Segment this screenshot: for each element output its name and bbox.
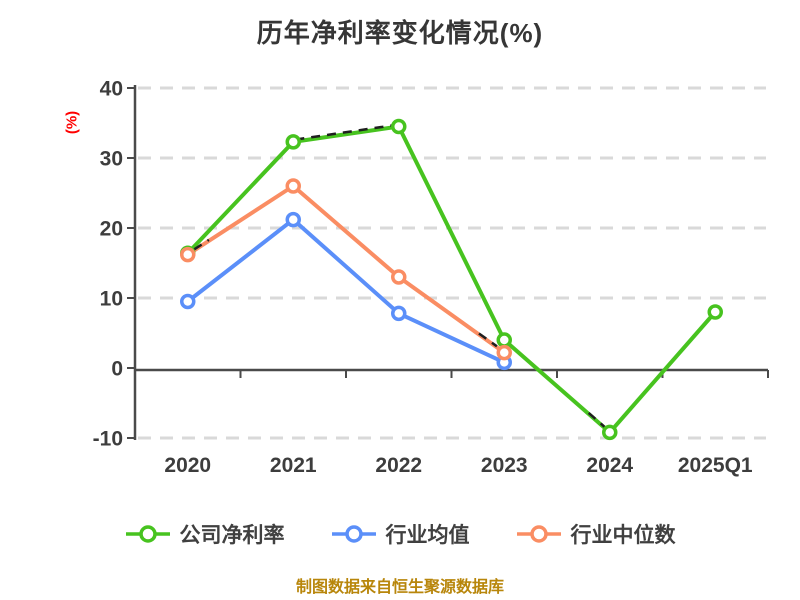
legend-label: 行业中位数 <box>570 524 676 547</box>
y-tick-label: 20 <box>100 218 123 241</box>
data-point[interactable] <box>391 269 407 285</box>
data-point[interactable] <box>285 178 301 194</box>
series-lines <box>185 124 718 435</box>
x-tick-labels: 2020 2021 2022 2023 2024 2025Q1 <box>164 454 753 477</box>
y-tick-label: 40 <box>100 78 123 101</box>
data-point[interactable] <box>180 246 196 263</box>
y-tick-label: 10 <box>100 288 123 311</box>
x-tick-label: 2025Q1 <box>678 454 753 477</box>
legend-label: 公司净利率 <box>179 524 285 547</box>
legend-item-industry-median[interactable]: 行业中位数 <box>516 519 676 549</box>
legend-label: 行业均值 <box>385 524 470 547</box>
data-point[interactable] <box>391 118 407 135</box>
line-marker-icon <box>516 525 561 543</box>
chart-title: 历年净利率变化情况(%) <box>256 18 544 48</box>
plot-area: 40 30 20 10 0 -10 2020 2021 2022 2023 2024 2025Q1 <box>93 78 769 477</box>
x-tick-label: 2024 <box>586 454 633 477</box>
dashed-overlay <box>587 411 606 428</box>
y-tick-label: 0 <box>111 358 123 381</box>
series-line-0 <box>185 124 718 435</box>
dashed-overlay <box>193 238 210 251</box>
legend-item-industry-mean[interactable]: 行业均值 <box>331 519 470 549</box>
data-point[interactable] <box>496 344 512 361</box>
line-marker-icon <box>125 525 170 543</box>
data-point-markers <box>180 118 723 441</box>
data-point[interactable] <box>391 305 407 322</box>
x-tick-label: 2023 <box>481 454 528 477</box>
dashed-overlay <box>478 332 498 348</box>
series-line-1 <box>185 217 507 365</box>
data-point[interactable] <box>707 304 723 320</box>
y-tick-labels: 40 30 20 10 0 -10 <box>93 78 123 451</box>
x-tick-label: 2022 <box>375 454 422 477</box>
y-axis-label: (%) <box>63 110 81 135</box>
gridlines <box>138 86 766 440</box>
y-tick-label: -10 <box>93 428 123 451</box>
data-point[interactable] <box>180 293 196 310</box>
data-point[interactable] <box>285 134 301 150</box>
data-point[interactable] <box>285 211 301 228</box>
y-tick-label: 30 <box>100 148 123 171</box>
x-tick-label: 2021 <box>270 454 317 477</box>
series-line-2 <box>185 184 507 355</box>
dashed-overlay <box>295 123 398 141</box>
legend: 公司净利率 行业均值 行业中位数 <box>0 519 800 549</box>
y-tick-marks <box>127 87 135 439</box>
x-tick-label: 2020 <box>164 454 211 477</box>
legend-item-company-net-margin[interactable]: 公司净利率 <box>125 519 285 549</box>
dashed-overlay-marks <box>193 123 606 428</box>
data-point[interactable] <box>602 424 618 441</box>
data-source-note: 制图数据来自恒生聚源数据库 <box>295 579 504 596</box>
line-marker-icon <box>331 525 376 543</box>
data-point[interactable] <box>496 332 512 348</box>
